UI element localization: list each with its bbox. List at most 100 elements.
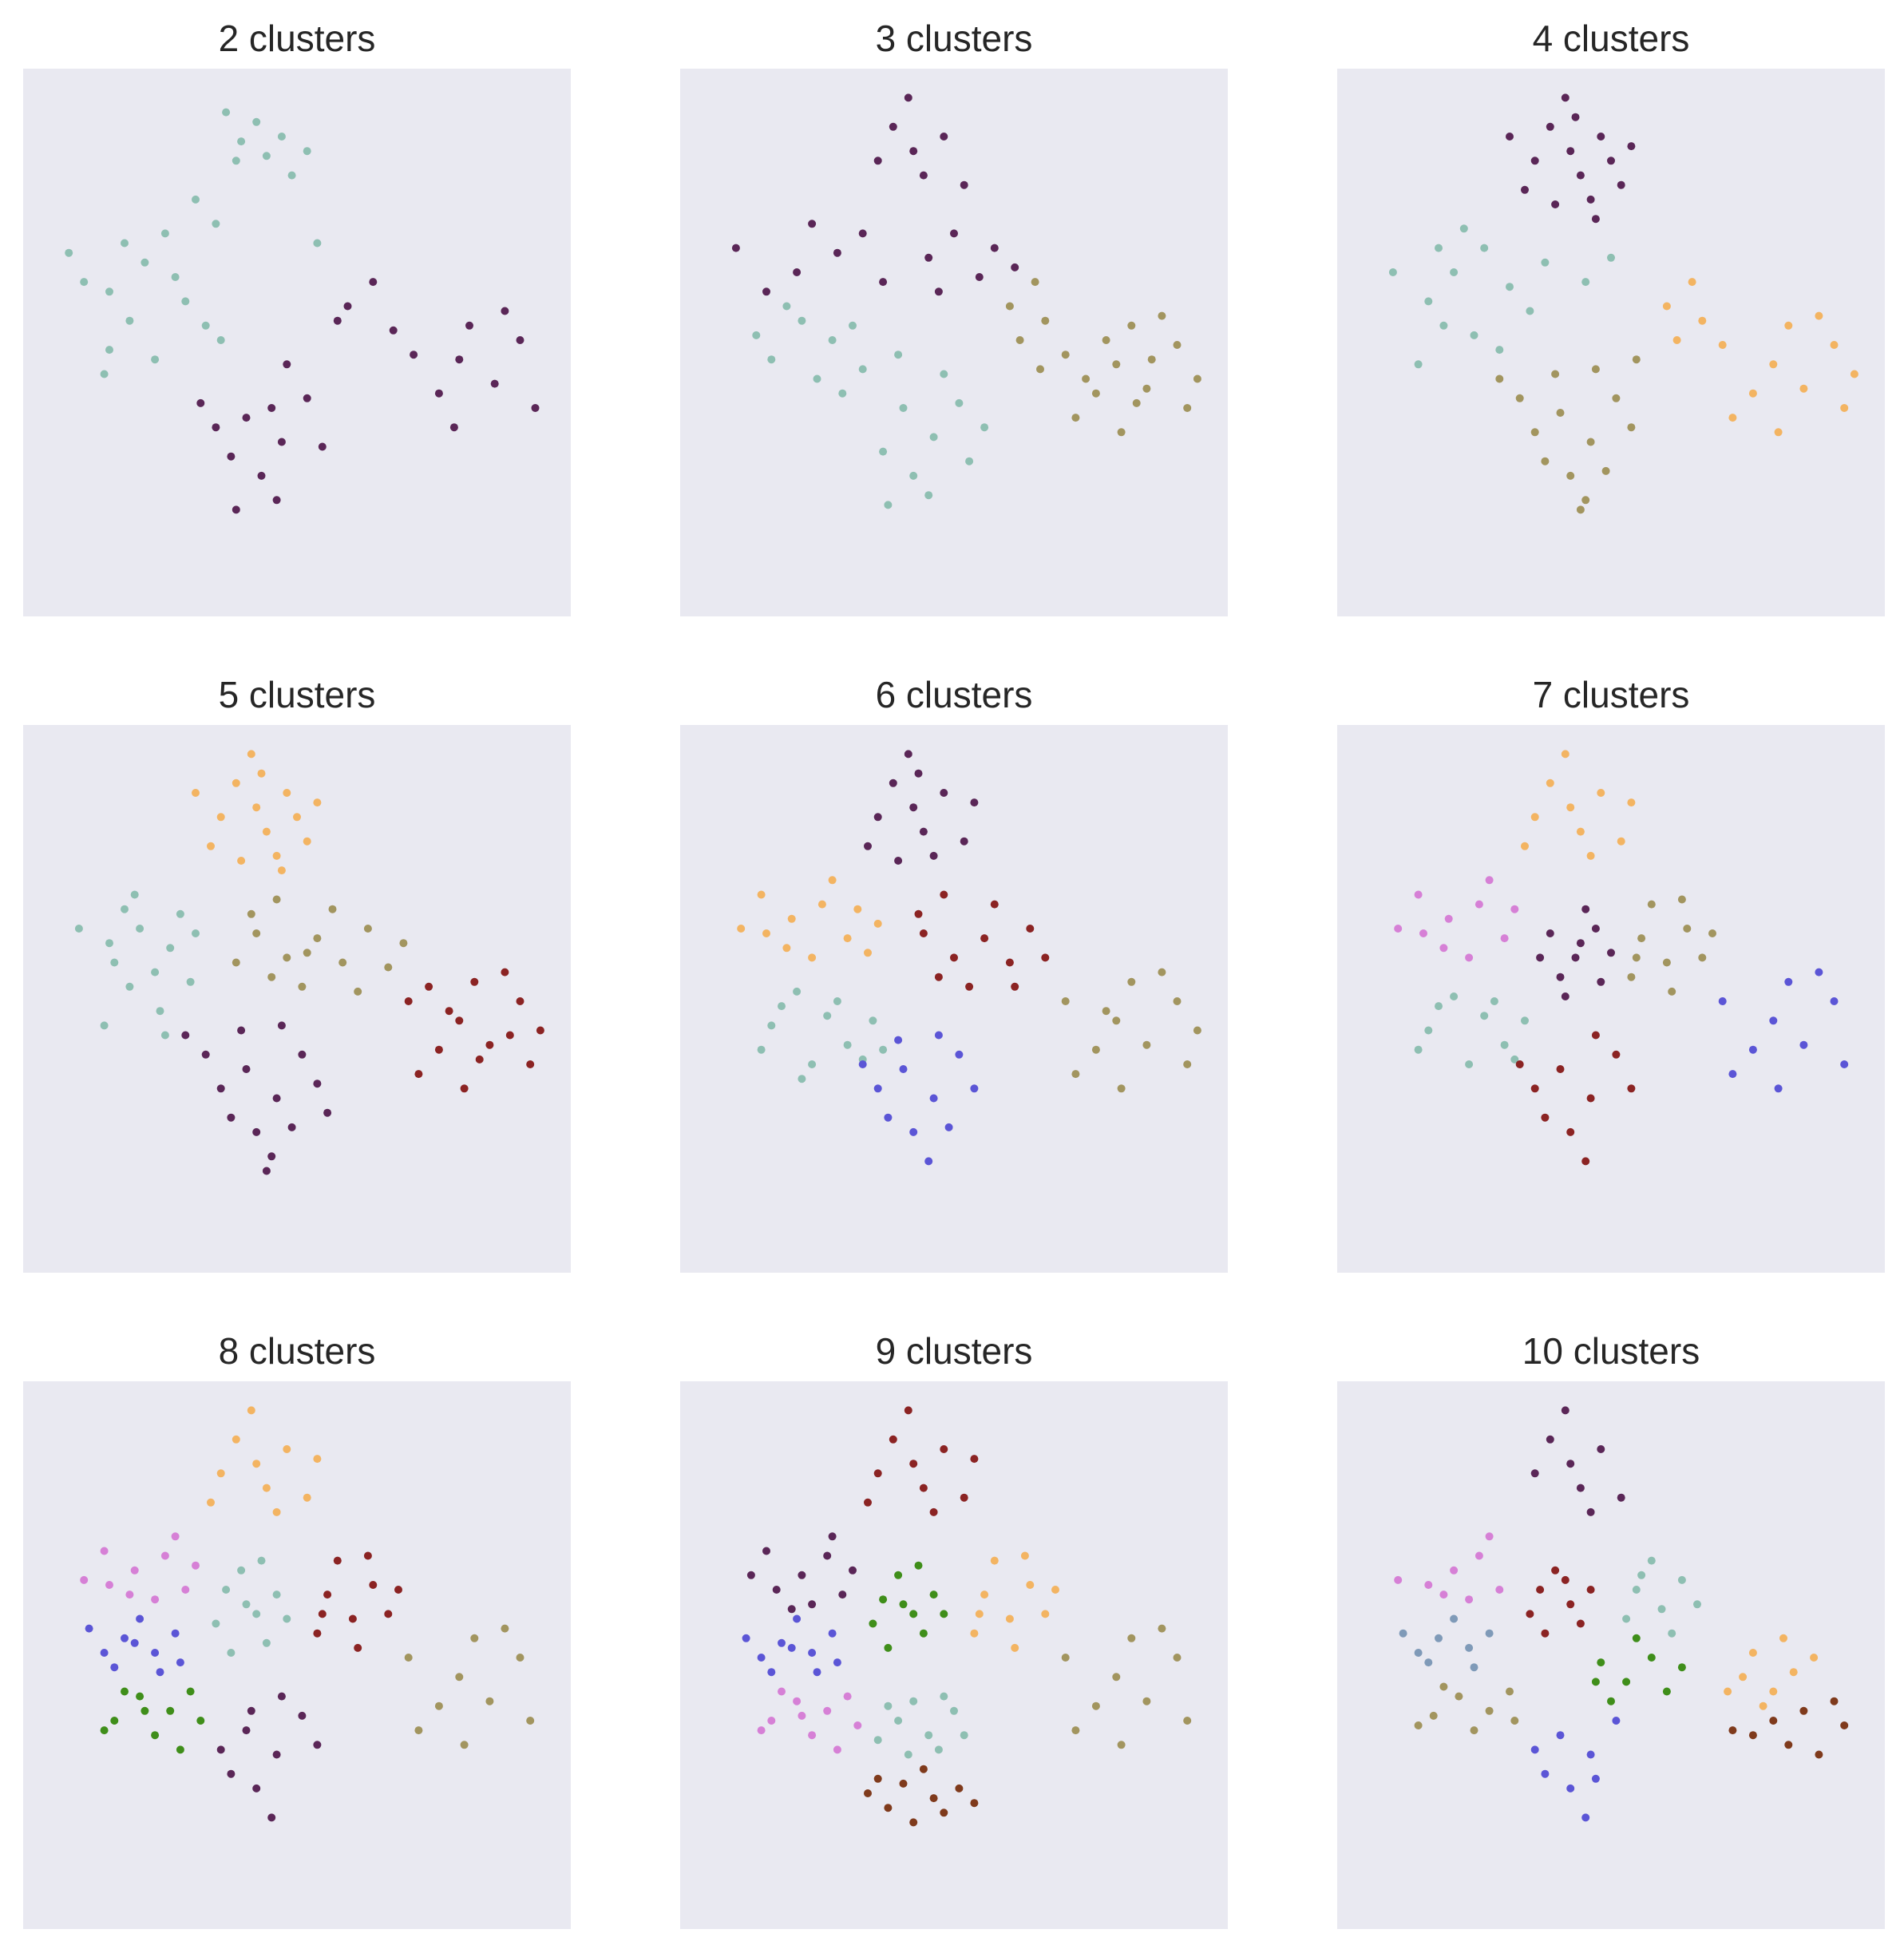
scatter-point bbox=[970, 1084, 979, 1093]
scatter-point bbox=[1117, 1084, 1126, 1093]
scatter-point bbox=[762, 1547, 770, 1555]
scatter-point bbox=[207, 842, 215, 850]
cluster-series bbox=[80, 1532, 200, 1604]
scatter-point bbox=[1394, 925, 1403, 933]
panel-title: 10 clusters bbox=[1522, 1330, 1700, 1372]
scatter-point bbox=[833, 1658, 841, 1667]
scatter-point bbox=[343, 302, 352, 311]
scatter-point bbox=[283, 789, 291, 797]
plot-area bbox=[23, 1381, 571, 1929]
cluster-series bbox=[1414, 992, 1529, 1068]
scatter-point bbox=[1183, 404, 1192, 412]
scatter-point bbox=[1748, 1731, 1757, 1740]
scatter-point bbox=[181, 297, 190, 306]
scatter-point bbox=[752, 331, 761, 339]
panel-title: 7 clusters bbox=[1533, 674, 1690, 715]
cluster-series bbox=[216, 1692, 322, 1822]
scatter-point bbox=[1127, 1634, 1136, 1642]
scatter-point bbox=[894, 1717, 903, 1725]
scatter-point bbox=[318, 1610, 327, 1618]
scatter-point bbox=[793, 987, 802, 996]
scatter-point bbox=[904, 93, 912, 102]
scatter-point bbox=[1485, 1532, 1494, 1541]
scatter-point bbox=[1815, 968, 1823, 976]
scatter-point bbox=[940, 1692, 948, 1701]
scatter-point bbox=[944, 1123, 953, 1131]
scatter-point bbox=[767, 1668, 776, 1677]
scatter-point bbox=[1708, 929, 1716, 937]
scatter-point bbox=[793, 1697, 802, 1705]
scatter-point bbox=[808, 1060, 817, 1068]
scatter-point bbox=[808, 1649, 817, 1657]
scatter-point bbox=[1465, 1060, 1474, 1068]
scatter-point bbox=[181, 1031, 190, 1040]
scatter-point bbox=[757, 1654, 766, 1662]
scatter-point bbox=[873, 1469, 882, 1478]
scatter-point bbox=[1647, 900, 1656, 909]
scatter-point bbox=[1526, 307, 1534, 315]
scatter-point bbox=[873, 1774, 882, 1783]
scatter-point bbox=[516, 336, 524, 344]
scatter-point bbox=[889, 1435, 897, 1444]
scatter-point bbox=[166, 1706, 175, 1715]
scatter-point bbox=[929, 1794, 938, 1803]
scatter-point bbox=[490, 379, 499, 388]
scatter-point bbox=[1005, 1614, 1014, 1623]
scatter-point bbox=[934, 1745, 943, 1754]
scatter-point bbox=[1510, 1717, 1519, 1725]
scatter-point bbox=[823, 1012, 832, 1020]
scatter-point bbox=[909, 1818, 918, 1827]
scatter-point bbox=[869, 1619, 877, 1628]
scatter-point bbox=[232, 1435, 240, 1444]
scatter-point bbox=[798, 1711, 806, 1720]
scatter-point bbox=[160, 1031, 169, 1040]
scatter-point bbox=[873, 156, 882, 165]
scatter-point bbox=[141, 258, 149, 267]
scatter-point bbox=[1414, 1649, 1423, 1657]
scatter-point bbox=[1158, 1624, 1166, 1633]
scatter-point bbox=[1566, 147, 1575, 156]
scatter-point bbox=[1789, 1668, 1798, 1677]
scatter-point bbox=[757, 1726, 766, 1735]
scatter-point bbox=[808, 953, 817, 962]
scatter-point bbox=[222, 1586, 231, 1594]
scatter-point bbox=[919, 929, 928, 937]
scatter-point bbox=[1435, 1634, 1443, 1642]
cluster-series bbox=[207, 1406, 322, 1516]
scatter-point bbox=[216, 1469, 225, 1478]
scatter-point bbox=[328, 905, 337, 913]
scatter-point bbox=[873, 1736, 882, 1745]
scatter-point bbox=[1147, 355, 1156, 364]
scatter-point bbox=[1026, 1581, 1035, 1589]
scatter-point bbox=[1698, 953, 1707, 962]
scatter-point bbox=[1591, 215, 1600, 224]
scatter-point bbox=[516, 997, 524, 1005]
scatter-point bbox=[1091, 1701, 1100, 1710]
scatter-point bbox=[313, 1629, 322, 1638]
scatter-point bbox=[838, 389, 847, 398]
scatter-point bbox=[232, 156, 240, 165]
scatter-point bbox=[823, 1551, 832, 1560]
scatter-point bbox=[1683, 925, 1692, 933]
scatter-point bbox=[110, 1663, 119, 1672]
cluster-series bbox=[1526, 1566, 1595, 1638]
scatter-point bbox=[470, 1634, 479, 1642]
scatter-point bbox=[212, 1619, 220, 1628]
scatter-point bbox=[1840, 404, 1849, 412]
scatter-point bbox=[313, 239, 322, 248]
scatter-point bbox=[252, 929, 261, 937]
scatter-point bbox=[445, 1007, 453, 1016]
scatter-point bbox=[267, 1152, 276, 1161]
scatter-point bbox=[1061, 351, 1070, 359]
scatter-point bbox=[1662, 958, 1671, 967]
scatter-point bbox=[940, 1808, 948, 1817]
scatter-point bbox=[1041, 953, 1050, 962]
scatter-point bbox=[354, 987, 362, 996]
scatter-point bbox=[909, 1127, 918, 1136]
scatter-point bbox=[303, 147, 311, 156]
scatter-point bbox=[1551, 370, 1560, 378]
scatter-point bbox=[160, 229, 169, 238]
scatter-point bbox=[990, 1556, 999, 1565]
scatter-point bbox=[1612, 394, 1621, 402]
scatter-point bbox=[1571, 113, 1580, 121]
